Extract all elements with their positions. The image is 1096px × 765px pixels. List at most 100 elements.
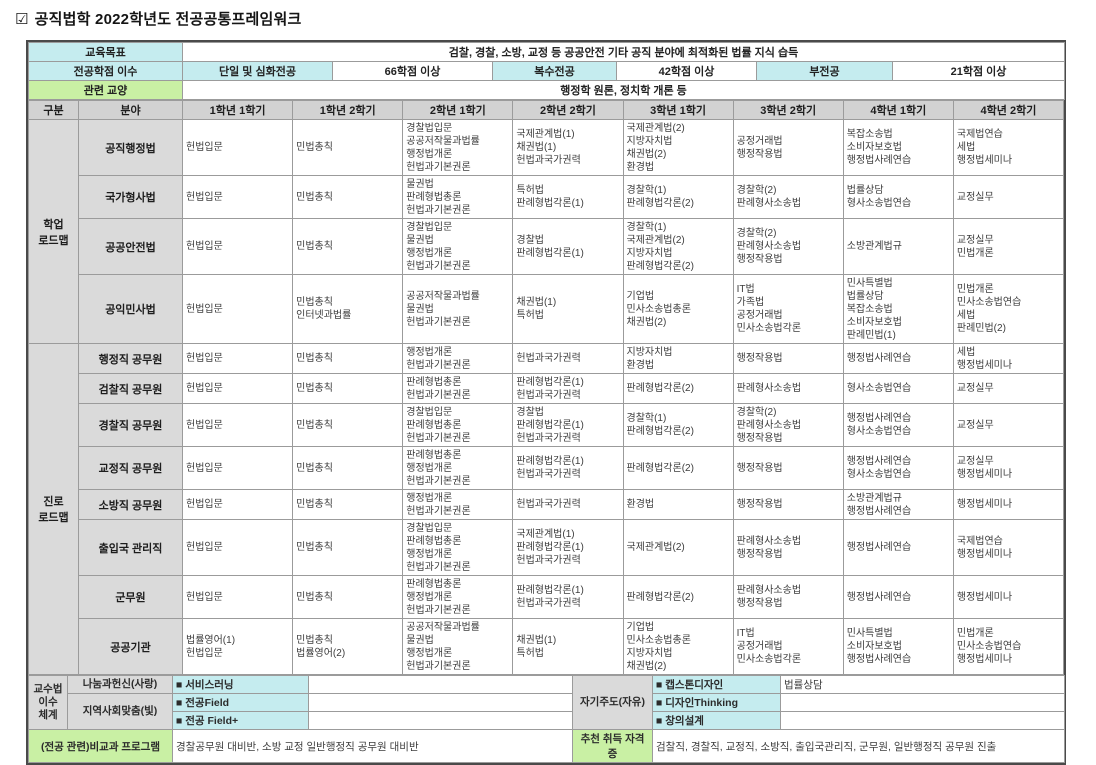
- course-cell: 민법총칙 법률영어(2): [292, 618, 404, 675]
- empty-cell: [780, 711, 1065, 730]
- course-cell: 헌법입문: [181, 218, 294, 275]
- course-cell: 헌법입문: [181, 519, 294, 576]
- major-field-plus-item: ■ 전공 Field+: [172, 711, 309, 730]
- empty-cell: [308, 675, 573, 694]
- course-cell: 경찰학(2) 판례형사소송법 행정작용법: [732, 403, 844, 447]
- header-row: 구분 분야 1학년 1학기 1학년 2학기 2학년 1학기 2학년 2학기 3학…: [28, 100, 1065, 120]
- course-cell: 민법총칙: [292, 575, 404, 619]
- credit-cell-single-major-credits: 66학점 이상: [332, 61, 493, 81]
- field-cell: 군무원: [78, 575, 183, 619]
- course-cell: 교정실무: [952, 373, 1065, 404]
- course-cell: 국제법연습 행정법세미나: [952, 519, 1065, 576]
- col-header-y1s1: 1학년 1학기: [181, 100, 294, 120]
- course-cell: 민법개론 민사소송법연습 세법 판례민법(2): [952, 274, 1065, 344]
- course-cell: 경찰법 판례형법각론(1): [512, 218, 624, 275]
- roadmap-body: 학업 로드맵 공직행정법 헌법입문 민법총칙 경찰법입문 공공저작물과법률 행정법개론 …: [28, 119, 1065, 675]
- teaching-system-label: 교수법 이수 체계: [28, 675, 68, 730]
- course-cell: 경찰학(2) 판례형사소송법 행정작용법: [732, 218, 844, 275]
- course-cell: 판례형법총론 행정법개론 헌법과기본권론: [402, 446, 514, 490]
- course-cell: 행정법세미나: [952, 575, 1065, 619]
- sharing-devotion-label: 나눔과헌신(사랑): [67, 675, 173, 694]
- education-goal-value: 검찰, 경찰, 소방, 교정 등 공공안전 기타 공직 분야에 최적화된 법률 …: [181, 42, 1066, 62]
- course-cell: 소방관계법규: [842, 218, 954, 275]
- course-cell: 민법총칙: [292, 403, 404, 447]
- course-cell: 헌법입문: [181, 446, 294, 490]
- course-cell: 판례형법각론(1) 헌법과국가권력: [512, 575, 624, 619]
- course-cell: 헌법과국가권력: [512, 489, 624, 520]
- creative-design-item: ■ 창의설계: [652, 711, 781, 730]
- page-title-text: 공직법학 2022학년도 전공공통프레임워크: [34, 11, 302, 28]
- design-thinking-item: ■ 디자인Thinking: [652, 693, 781, 712]
- course-cell: 민사특별법 소비자보호법 행정법사례연습: [842, 618, 954, 675]
- table-row: 교정직 공무원 헌법입문 민법총칙 판례형법총론 행정법개론 헌법과기본권론 판례형법각…: [29, 446, 1065, 490]
- field-cell: 교정직 공무원: [78, 446, 183, 490]
- community-fit-label: 지역사회맞춤(빛): [67, 693, 173, 730]
- footer-row-1: 교수법 이수 체계 나눔과헌신(사랑) ■ 서비스러닝 자기주도(자유) ■ 캡…: [28, 675, 1065, 730]
- course-cell: 국제법연습 세법 행정법세미나: [952, 119, 1065, 176]
- course-cell: 민법총칙: [292, 119, 404, 176]
- course-cell: 공공저작물과법률 물권법 행정법개론 헌법과기본권론: [402, 618, 514, 675]
- course-cell: 민법총칙: [292, 218, 404, 275]
- credit-cell-minor: 부전공: [756, 61, 893, 81]
- course-cell: IT법 가족법 공정거래법 민사소송법각론: [732, 274, 844, 344]
- course-cell: 경찰법 판례형법각론(1) 헌법과국가권력: [512, 403, 624, 447]
- liberal-arts-value: 행정학 원론, 정치학 개론 등: [181, 80, 1066, 100]
- extracurricular-value: 경찰공무원 대비반, 소방 교정 일반행정직 공무원 대비반: [172, 729, 573, 763]
- course-cell: 판례형사소송법: [732, 373, 844, 404]
- course-cell: 민사특별법 법률상담 복잡소송법 소비자보호법 판례민법(1): [842, 274, 954, 344]
- field-cell: 공공기관: [78, 618, 183, 675]
- course-cell: 헌법입문: [181, 489, 294, 520]
- course-cell: 판례형법각론(2): [622, 575, 734, 619]
- course-cell: 기업법 민사소송법총론 채권법(2): [622, 274, 734, 344]
- table-row: 국가형사법 헌법입문 민법총칙 물권법 판례형법총론 헌법과기본권론 특허법 판례형법각…: [29, 175, 1065, 219]
- course-cell: 법률상담 형사소송법연습: [842, 175, 954, 219]
- course-cell: 헌법입문: [181, 343, 294, 374]
- col-header-y2s1: 2학년 1학기: [402, 100, 514, 120]
- course-cell: 행정법사례연습: [842, 575, 954, 619]
- course-cell: 경찰법입문 공공저작물과법률 행정법개론 헌법과기본권론: [402, 119, 514, 176]
- field-cell: 행정직 공무원: [78, 343, 183, 374]
- course-cell: 소방관계법규 행정법사례연습: [842, 489, 954, 520]
- field-cell: 공직행정법: [78, 119, 183, 176]
- field-cell: 국가형사법: [78, 175, 183, 219]
- course-cell: 판례형법각론(1) 헌법과국가권력: [512, 373, 624, 404]
- group-cell: 진로 로드맵: [28, 343, 79, 675]
- group-cell: 학업 로드맵: [28, 119, 79, 344]
- course-cell: 헌법입문: [181, 403, 294, 447]
- empty-cell: [308, 711, 573, 730]
- course-cell: 경찰학(1) 국제관계법(2) 지방자치법 판례형법각론(2): [622, 218, 734, 275]
- certificates-value: 검찰직, 경찰직, 교정직, 소방직, 출입국관리직, 군무원, 일반행정직 공…: [652, 729, 1065, 763]
- credits-label: 전공학점 이수: [28, 61, 183, 81]
- course-cell: 판례형법각론(2): [622, 446, 734, 490]
- col-header-y3s1: 3학년 1학기: [622, 100, 734, 120]
- education-goal-label: 교육목표: [28, 42, 183, 62]
- course-cell: 경찰법입문 판례형법총론 행정법개론 헌법과기본권론: [402, 519, 514, 576]
- self-directed-label: 자기주도(자유): [572, 675, 653, 730]
- course-cell: 특허법 판례형법각론(1): [512, 175, 624, 219]
- course-cell: 경찰학(2) 판례형사소송법: [732, 175, 844, 219]
- course-cell: 행정작용법: [732, 343, 844, 374]
- course-cell: 물권법 판례형법총론 헌법과기본권론: [402, 175, 514, 219]
- col-header-gubun: 구분: [28, 100, 79, 120]
- course-cell: 국제관계법(1) 판례형법각론(1) 헌법과국가권력: [512, 519, 624, 576]
- course-cell: 판례형법각론(1) 헌법과국가권력: [512, 446, 624, 490]
- summary-table: 교육목표 검찰, 경찰, 소방, 교정 등 공공안전 기타 공직 분야에 최적화…: [28, 42, 1066, 100]
- course-cell: 복잡소송법 소비자보호법 행정법사례연습: [842, 119, 954, 176]
- credit-cell-double-major-credits: 42학점 이상: [616, 61, 757, 81]
- course-cell: 민법총칙: [292, 519, 404, 576]
- course-cell: 경찰법입문 물권법 행정법개론 헌법과기본권론: [402, 218, 514, 275]
- table-row: 공공안전법 헌법입문 민법총칙 경찰법입문 물권법 행정법개론 헌법과기본권론 경찰법 …: [29, 218, 1065, 275]
- footer-row-2: 지역사회맞춤(빛) ■ 전공Field ■ 디자인Thinking: [29, 693, 1065, 730]
- course-cell: 채권법(1) 특허법: [512, 274, 624, 344]
- certificates-label: 추천 취득 자격증: [572, 729, 653, 763]
- course-cell: 민법총칙: [292, 343, 404, 374]
- course-cell: 채권법(1) 특허법: [512, 618, 624, 675]
- course-cell: 행정법사례연습: [842, 519, 954, 576]
- field-cell: 출입국 관리직: [78, 519, 183, 576]
- course-cell: 민법개론 민사소송법연습 행정법세미나: [952, 618, 1065, 675]
- col-header-y1s2: 1학년 2학기: [292, 100, 404, 120]
- table-row: 군무원 헌법입문 민법총칙 판례형법총론 행정법개론 헌법과기본권론 판례형법각론(1)…: [29, 575, 1065, 619]
- empty-cell: [780, 693, 1065, 712]
- credit-cell-double-major: 복수전공: [492, 61, 617, 81]
- col-header-y2s2: 2학년 2학기: [512, 100, 624, 120]
